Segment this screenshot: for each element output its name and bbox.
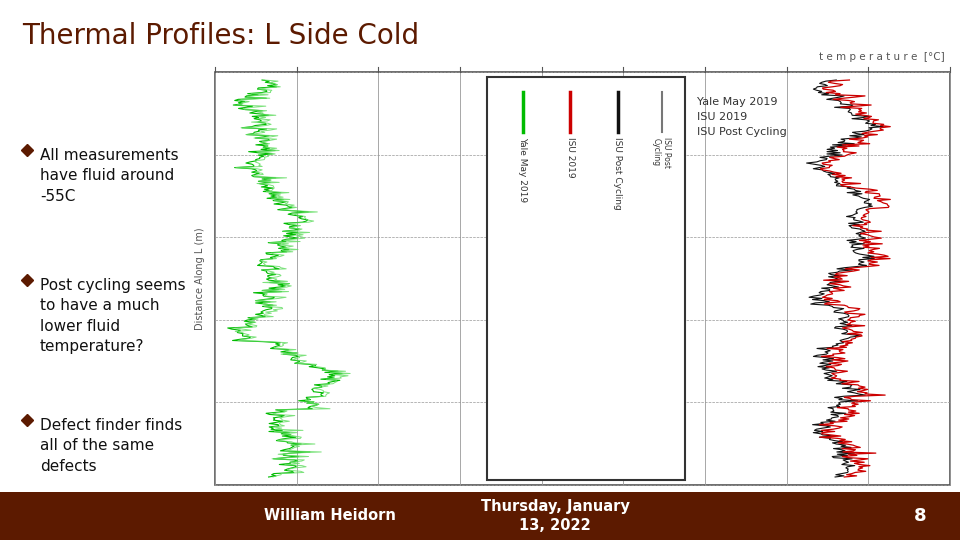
- Text: t e m p e r a t u r e  [°C]: t e m p e r a t u r e [°C]: [819, 52, 945, 62]
- Bar: [215, 72, 950, 485]
- Bar: [0, 492, 960, 540]
- Text: All measurements
have fluid around
-55C: All measurements have fluid around -55C: [40, 148, 179, 204]
- Bar: [487, 77, 685, 480]
- Text: Thermal Profiles: L Side Cold: Thermal Profiles: L Side Cold: [22, 22, 420, 50]
- Text: ISU Post Cycling: ISU Post Cycling: [613, 137, 622, 210]
- Text: Thursday, January
13, 2022: Thursday, January 13, 2022: [481, 499, 630, 533]
- Text: ISU 2019: ISU 2019: [565, 137, 575, 178]
- Text: Post cycling seems
to have a much
lower fluid
temperature?: Post cycling seems to have a much lower …: [40, 278, 185, 354]
- Text: Defect finder finds
all of the same
defects: Defect finder finds all of the same defe…: [40, 418, 182, 474]
- Text: Distance Along L (m): Distance Along L (m): [195, 227, 205, 330]
- Text: ISU Post
Cycling: ISU Post Cycling: [652, 137, 671, 168]
- Text: William Heidorn: William Heidorn: [264, 509, 396, 523]
- Text: 8: 8: [914, 507, 926, 525]
- Text: Yale May 2019: Yale May 2019: [518, 137, 527, 202]
- Text: Yale May 2019
ISU 2019
ISU Post Cycling: Yale May 2019 ISU 2019 ISU Post Cycling: [697, 97, 787, 137]
